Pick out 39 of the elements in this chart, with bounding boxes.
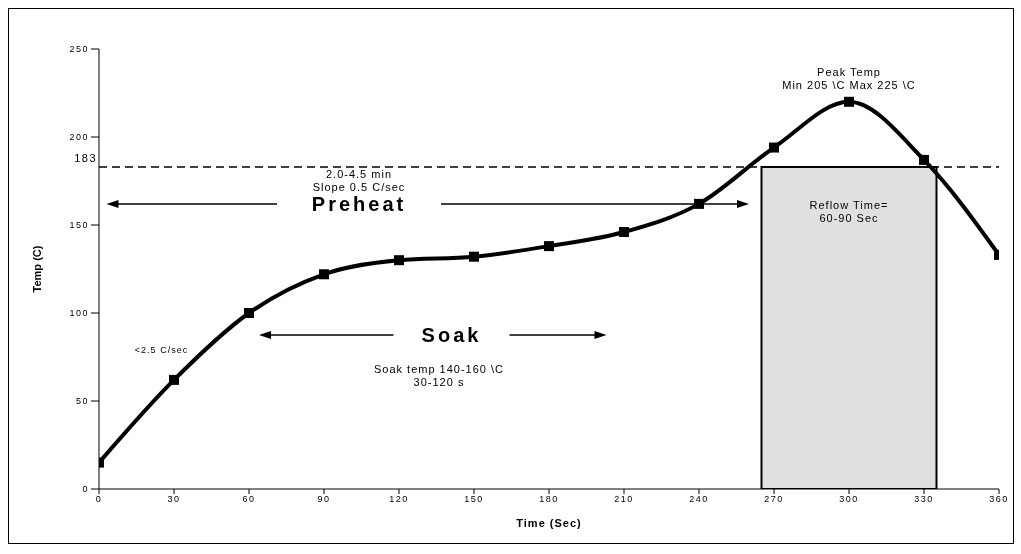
annotation: Peak Temp Min 205 \C Max 225 \C xyxy=(782,65,916,91)
point xyxy=(619,227,629,238)
point xyxy=(544,241,554,252)
point xyxy=(844,96,854,107)
y-tick-label: 250 xyxy=(69,44,89,55)
annotation: <2.5 C/sec xyxy=(134,345,189,356)
x-tick-label: 120 xyxy=(389,494,409,505)
y-tick-label: 50 xyxy=(75,396,89,407)
x-tick-label: 180 xyxy=(539,494,559,505)
x-tick-label: 360 xyxy=(989,494,1009,505)
x-tick-label: 0 xyxy=(95,494,103,505)
point xyxy=(469,251,479,262)
x-tick-label: 150 xyxy=(464,494,484,505)
x-tick-label: 90 xyxy=(317,494,331,505)
point xyxy=(919,154,929,165)
x-tick-label: 210 xyxy=(614,494,634,505)
x-tick-label: 60 xyxy=(242,494,256,505)
x-tick-label: 240 xyxy=(689,494,709,505)
point xyxy=(244,308,254,318)
y-axis-title: Temp (C) xyxy=(30,245,43,293)
y-tick-label: 150 xyxy=(69,220,89,231)
point xyxy=(769,142,779,153)
x-tick-label: 270 xyxy=(764,494,784,505)
x-axis-title: Time (Sec) xyxy=(516,517,582,529)
point xyxy=(394,255,404,266)
ref-line-label: 183 xyxy=(74,151,97,164)
annotation: Preheat xyxy=(311,192,407,215)
band-label: Reflow Time= 60-90 Sec xyxy=(809,198,889,224)
x-tick-label: 300 xyxy=(839,494,859,505)
annotation: 2.0-4.5 min Slope 0.5 C/sec xyxy=(312,167,406,194)
y-tick-label: 0 xyxy=(82,484,89,495)
x-tick-label: 30 xyxy=(167,494,181,505)
annotation: Soak xyxy=(421,324,482,346)
annotation: Soak temp 140-160 \C 30-120 s xyxy=(373,363,505,389)
point xyxy=(169,374,179,385)
y-tick-label: 200 xyxy=(69,132,89,143)
x-tick-label: 330 xyxy=(914,494,934,505)
y-tick-label: 100 xyxy=(69,308,89,319)
point xyxy=(319,269,329,280)
